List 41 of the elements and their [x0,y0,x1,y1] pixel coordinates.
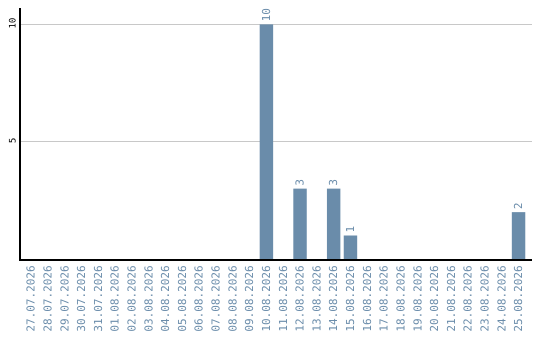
data-label: 2 [512,202,526,210]
data-label: 3 [327,179,340,186]
x-tick-label: 03.08.2026 [142,265,156,332]
x-tick-label: 31.07.2026 [92,265,105,332]
x-tick-label: 05.08.2026 [176,265,189,332]
x-tick-label: 24.08.2026 [495,265,508,332]
bar [344,236,358,259]
x-tick-label: 21.08.2026 [444,265,458,332]
x-tick-label: 13.08.2026 [310,265,324,332]
x-tick-label: 29.07.2026 [58,265,72,332]
x-tick-label: 12.08.2026 [294,265,307,332]
x-tick-label: 16.08.2026 [360,265,374,332]
x-tick-label: 07.08.2026 [210,265,223,332]
bar [512,212,526,259]
x-tick-label: 09.08.2026 [243,265,256,332]
y-tick-label: 5 [8,138,18,144]
x-tick-label: 14.08.2026 [327,265,340,332]
x-tick-label: 01.08.2026 [108,265,122,332]
data-label: 10 [260,8,273,22]
x-tick-label: 30.07.2026 [75,265,88,332]
x-tick-label: 17.08.2026 [378,265,391,332]
x-tick-label: 18.08.2026 [394,265,408,332]
x-tick-label: 10.08.2026 [260,265,273,332]
x-tick-label: 06.08.2026 [192,265,206,332]
x-tick-label: 23.08.2026 [478,265,492,332]
x-tick-label: 22.08.2026 [462,265,475,332]
x-tick-label: 25.08.2026 [512,265,526,332]
bar [260,24,274,259]
data-label: 1 [344,226,357,233]
x-tick-label: 27.07.2026 [24,265,38,332]
x-tick-label: 28.07.2026 [41,265,54,332]
bar [293,188,307,259]
x-tick-label: 08.08.2026 [226,265,240,332]
x-tick-label: 19.08.2026 [411,265,424,332]
x-tick-label: 15.08.2026 [344,265,358,332]
x-tick-label: 20.08.2026 [428,265,442,332]
data-label: 3 [294,179,307,186]
bar [326,188,340,259]
x-tick-label: 04.08.2026 [159,265,172,332]
x-tick-label: 11.08.2026 [276,265,290,332]
x-tick-label: 02.08.2026 [126,265,139,332]
